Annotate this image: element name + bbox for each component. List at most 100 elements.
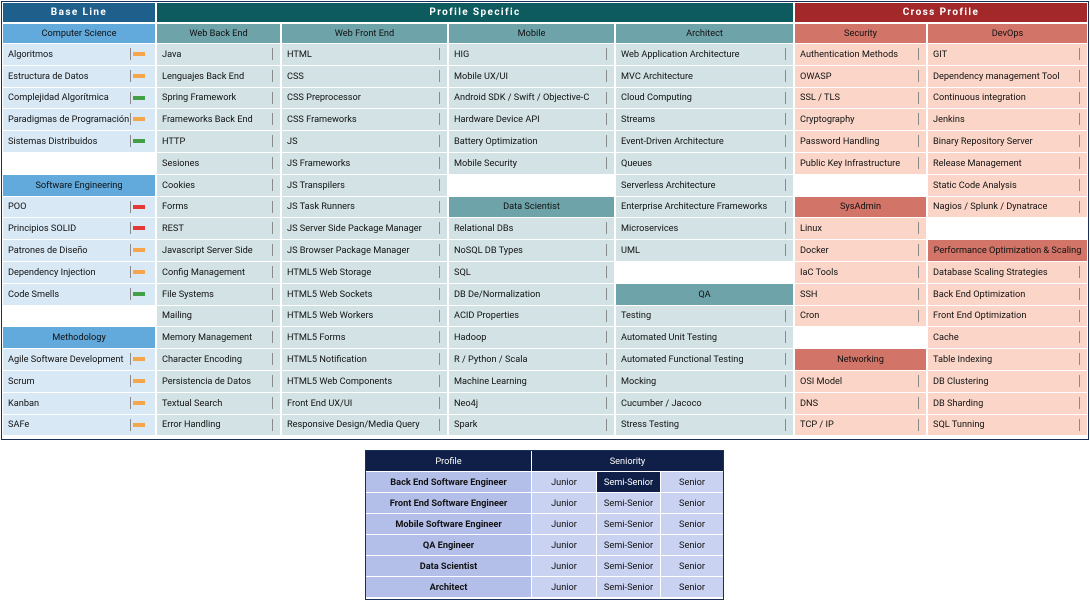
skill-cell: HTML5 Notification bbox=[282, 349, 447, 370]
skill-cell: Spark bbox=[449, 414, 614, 436]
skill-cell: REST bbox=[157, 218, 280, 240]
skill-cell: Dependency Injection bbox=[3, 262, 155, 283]
cell-divider bbox=[918, 244, 919, 257]
skill-cell: Event-Driven Architecture bbox=[616, 131, 793, 152]
table-header: Seniority bbox=[531, 451, 723, 471]
skill-cell: Spring Framework bbox=[157, 87, 280, 109]
level-indicator bbox=[133, 422, 145, 427]
skill-cell: Hardware Device API bbox=[449, 109, 614, 131]
indicator-divider bbox=[130, 266, 131, 278]
cell-divider bbox=[272, 287, 273, 300]
skill-cell: Front End UX/UI bbox=[282, 392, 447, 414]
cell-divider bbox=[439, 222, 440, 235]
cell-divider bbox=[439, 113, 440, 126]
skill-cell: Battery Optimization bbox=[449, 131, 614, 152]
cell-divider bbox=[606, 69, 607, 82]
group-header: Performance Optimization & Scaling bbox=[928, 240, 1087, 261]
skill-cell: HTML5 Forms bbox=[282, 327, 447, 349]
skill-cell: Binary Repository Server bbox=[928, 131, 1087, 152]
cell-divider bbox=[1079, 200, 1080, 213]
skill-cell: Kanban bbox=[3, 392, 155, 414]
skill-cell: Relational DBs bbox=[449, 218, 614, 240]
skill-cell: POO bbox=[3, 196, 155, 218]
cell-divider bbox=[439, 91, 440, 104]
skill-cell: Static Code Analysis bbox=[928, 174, 1087, 196]
level-cell: Senior bbox=[661, 556, 723, 576]
skill-cell: Queues bbox=[616, 153, 793, 174]
skill-cell: DNS bbox=[795, 392, 926, 414]
skill-cell: Mobile UX/UI bbox=[449, 65, 614, 87]
skill-cell: JS Browser Package Manager bbox=[282, 240, 447, 261]
cell-divider bbox=[918, 135, 919, 148]
cell-divider bbox=[606, 157, 607, 169]
level-cell: Junior bbox=[532, 535, 596, 555]
skill-cell: Cache bbox=[928, 327, 1087, 349]
indicator-divider bbox=[130, 375, 131, 387]
skill-cell: JS Frameworks bbox=[282, 153, 447, 174]
skill-cell: Linux bbox=[795, 218, 926, 240]
cell-divider bbox=[1079, 375, 1080, 387]
level-indicator bbox=[133, 95, 145, 100]
indicator-divider bbox=[130, 48, 131, 60]
cell-divider bbox=[439, 418, 440, 431]
skill-cell: Character Encoding bbox=[157, 349, 280, 370]
level-indicator bbox=[133, 291, 145, 296]
cell-divider bbox=[439, 309, 440, 322]
skill-cell: HIG bbox=[449, 44, 614, 65]
skill-cell: CSS Preprocessor bbox=[282, 87, 447, 109]
skill-cell: HTML5 Web Workers bbox=[282, 305, 447, 327]
cell-divider bbox=[439, 157, 440, 169]
level-indicator bbox=[133, 204, 145, 209]
skill-cell: Hadoop bbox=[449, 327, 614, 349]
skill-cell: HTML5 Web Sockets bbox=[282, 283, 447, 305]
level-cell: Senior bbox=[661, 493, 723, 513]
level-cell: Semi-Senior bbox=[597, 556, 660, 576]
cell-divider bbox=[272, 91, 273, 104]
cell-divider bbox=[606, 48, 607, 60]
skill-cell: File Systems bbox=[157, 283, 280, 305]
profile-cell: Data Scientist bbox=[366, 556, 531, 576]
skill-cell: SSL / TLS bbox=[795, 87, 926, 109]
skill-cell: Table Indexing bbox=[928, 349, 1087, 370]
skill-cell: HTML bbox=[282, 44, 447, 65]
group-header: Computer Science bbox=[3, 24, 155, 43]
skill-cell: Streams bbox=[616, 109, 793, 131]
level-indicator bbox=[133, 139, 145, 144]
skill-cell: Back End Optimization bbox=[928, 283, 1087, 305]
skill-cell: HTML5 Web Storage bbox=[282, 262, 447, 283]
level-cell: Senior bbox=[661, 535, 723, 555]
cell-divider bbox=[785, 135, 786, 148]
cell-divider bbox=[1079, 353, 1080, 366]
cell-divider bbox=[606, 135, 607, 148]
cell-divider bbox=[606, 375, 607, 387]
skill-cell: Mocking bbox=[616, 371, 793, 392]
cell-divider bbox=[918, 91, 919, 104]
skill-cell: Serverless Architecture bbox=[616, 174, 793, 196]
cell-divider bbox=[272, 113, 273, 126]
skill-cell: Algoritmos bbox=[3, 44, 155, 65]
skill-cell: Persistencia de Datos bbox=[157, 371, 280, 392]
seniority-frame bbox=[365, 450, 724, 600]
level-indicator bbox=[133, 226, 145, 231]
cell-divider bbox=[918, 375, 919, 387]
cell-divider bbox=[439, 244, 440, 257]
indicator-divider bbox=[130, 353, 131, 366]
skill-cell: SSH bbox=[795, 283, 926, 305]
profile-cell: Architect bbox=[366, 577, 531, 597]
cell-divider bbox=[439, 353, 440, 366]
section-title: Base Line bbox=[3, 3, 155, 22]
indicator-divider bbox=[130, 222, 131, 235]
skill-cell: Agile Software Development bbox=[3, 349, 155, 370]
skill-cell: Continuous integration bbox=[928, 87, 1087, 109]
skill-cell: SQL Tunning bbox=[928, 414, 1087, 436]
skill-cell: ACID Properties bbox=[449, 305, 614, 327]
level-cell: Junior bbox=[532, 577, 596, 597]
skill-cell: Web Application Architecture bbox=[616, 44, 793, 65]
skill-cell: HTTP bbox=[157, 131, 280, 152]
indicator-divider bbox=[130, 69, 131, 82]
cell-divider bbox=[918, 157, 919, 169]
indicator-divider bbox=[130, 244, 131, 257]
indicator-divider bbox=[130, 418, 131, 431]
skill-cell: Error Handling bbox=[157, 414, 280, 436]
